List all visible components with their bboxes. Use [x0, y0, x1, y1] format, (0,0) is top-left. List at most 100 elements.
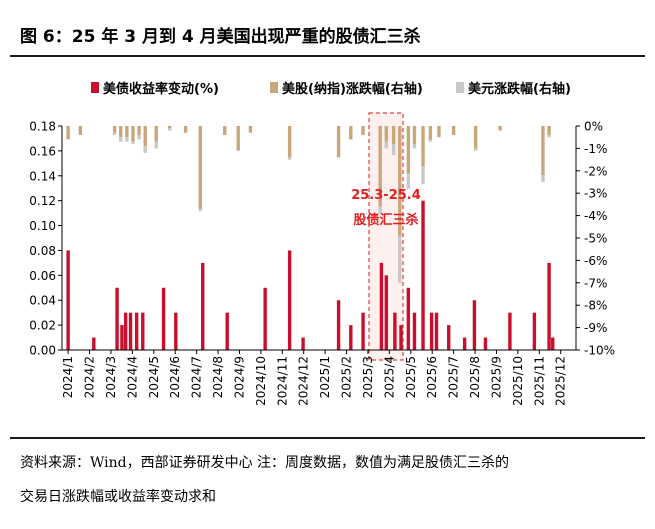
x-tick-label: 2025/10	[511, 356, 525, 406]
x-tick-label: 2025/9	[489, 356, 503, 398]
usd-bar	[154, 141, 158, 149]
right-tick-label: -5%	[584, 232, 607, 246]
legend-label-usd: 美元涨跌幅(右轴)	[468, 81, 571, 97]
stock-bar	[406, 126, 411, 174]
x-tick-label: 2024/11	[275, 356, 289, 406]
stock-bar	[125, 126, 129, 138]
bond-bar	[532, 312, 537, 350]
stock-bar	[428, 126, 433, 140]
bond-bar	[508, 312, 512, 350]
usd-bar	[167, 128, 172, 131]
stock-bar	[183, 126, 188, 133]
bond-bar	[434, 312, 439, 350]
right-tick-label: -8%	[584, 299, 607, 313]
stock-bar	[236, 126, 240, 151]
bond-bar	[547, 262, 551, 350]
bond-bars	[66, 200, 555, 350]
bond-bar	[263, 287, 267, 350]
bond-bar	[123, 312, 128, 350]
stock-bar	[437, 126, 441, 138]
x-axis-ticks: 2024/1 2024/2 2024/3 2024/4 2024/5 2024/6 2024…	[61, 350, 568, 406]
stock-bar	[421, 126, 425, 167]
bond-bar	[92, 337, 96, 350]
left-axis-ticks: 0.00 0.02 0.04 0.06 0.08 0.10 0.12 0.14 0.16 0.18	[29, 120, 62, 358]
usd-bar	[412, 143, 417, 149]
stock-bars	[66, 126, 551, 236]
usd-bar	[198, 208, 202, 212]
x-tick-label: 2024/2	[83, 356, 97, 398]
stock-bar	[287, 126, 292, 158]
x-tick-label: 2025/1	[318, 356, 332, 398]
x-tick-label: 2025/6	[425, 356, 439, 398]
x-tick-label: 2024/6	[168, 356, 182, 398]
bond-bar	[225, 312, 229, 350]
x-tick-label: 2024/3	[104, 356, 118, 398]
bond-bar	[406, 287, 411, 350]
right-tick-label: -7%	[584, 276, 607, 290]
usd-bar	[112, 132, 117, 135]
source-rule	[10, 437, 645, 439]
bond-bar	[287, 250, 292, 350]
stock-bar	[541, 126, 545, 176]
bond-bar	[201, 262, 205, 350]
left-tick-label: 0.08	[29, 244, 56, 258]
bond-bar	[551, 337, 555, 350]
usd-bar	[119, 137, 123, 142]
x-tick-label: 2025/8	[468, 356, 482, 398]
stock-bar	[131, 126, 135, 142]
usd-bar	[131, 141, 135, 144]
x-tick-label: 2025/12	[554, 356, 568, 406]
stock-bar	[223, 126, 227, 135]
bond-bar	[120, 325, 124, 350]
stock-bar	[412, 126, 417, 144]
stock-bar	[398, 126, 402, 236]
stock-bar	[378, 126, 382, 207]
stock-bar	[154, 126, 158, 142]
bond-bar	[361, 312, 365, 350]
x-tick-label: 2024/8	[211, 356, 225, 398]
legend-swatch-usd	[456, 82, 464, 93]
stock-bar	[78, 126, 83, 135]
usd-bar	[428, 139, 433, 142]
stock-bar	[167, 126, 172, 129]
right-axis-ticks: 0% -1% -2% -3% -4% -5% -6% -7% -8% -9% -10%	[576, 120, 615, 358]
right-tick-label: -3%	[584, 187, 607, 201]
left-tick-label: 0.14	[29, 169, 56, 183]
legend-label-stock: 美股(纳指)涨跌幅(右轴)	[282, 81, 423, 97]
bond-bar	[412, 312, 417, 350]
x-tick-label: 2024/12	[297, 356, 311, 406]
usd-bar	[287, 157, 292, 160]
left-tick-label: 0.00	[29, 344, 56, 358]
stock-bar	[66, 126, 70, 140]
bond-bar	[128, 312, 133, 350]
bond-bar	[399, 325, 403, 350]
bond-bar	[447, 325, 451, 350]
x-tick-label: 2025/2	[340, 356, 354, 398]
x-tick-label: 2025/4	[382, 356, 396, 398]
right-tick-label: 0%	[584, 120, 603, 134]
annotation-label: 股债汇三杀	[353, 212, 418, 228]
usd-bars	[112, 128, 551, 283]
usd-bar	[541, 175, 545, 182]
legend-label-bond: 美债收益率变动(%)	[103, 81, 219, 97]
stock-bar	[336, 126, 341, 158]
stock-bar	[143, 126, 147, 147]
x-tick-label: 2025/11	[532, 356, 546, 406]
left-tick-label: 0.18	[29, 120, 56, 134]
usd-bar	[391, 143, 396, 156]
bond-bar	[421, 200, 425, 350]
left-tick-label: 0.12	[29, 194, 56, 208]
source-note-line1: 资料来源：Wind，西部证券研发中心 注：周度数据，数值为满足股债汇三杀的	[20, 455, 510, 471]
annotation-range: 25.3-25.4	[351, 188, 421, 203]
x-tick-label: 2024/5	[147, 356, 161, 398]
x-tick-label: 2024/7	[190, 356, 204, 398]
right-tick-label: -4%	[584, 209, 607, 223]
right-tick-label: -2%	[584, 164, 607, 178]
source-note-line2: 交易日涨跌幅或收益率变动求和	[20, 489, 216, 505]
legend: 美债收益率变动(%) 美股(纳指)涨跌幅(右轴) 美元涨跌幅(右轴)	[91, 81, 571, 97]
stock-bar	[112, 126, 117, 133]
stock-bar	[119, 126, 123, 138]
stock-bar	[547, 126, 551, 135]
legend-swatch-stock	[270, 82, 278, 93]
